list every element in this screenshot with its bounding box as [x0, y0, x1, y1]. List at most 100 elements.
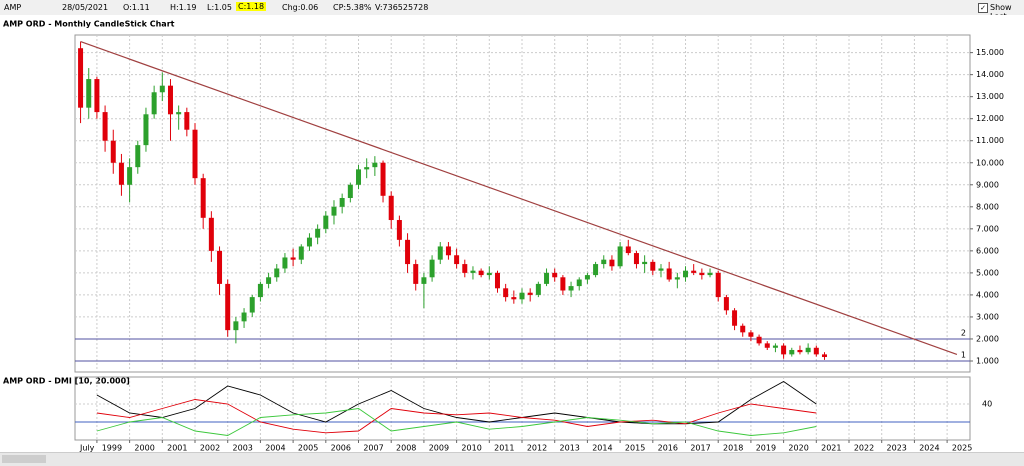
chart-title: AMP ORD - Monthly CandleStick Chart — [3, 20, 175, 29]
x-tick-label: 2021 — [821, 444, 841, 453]
candle-body — [560, 277, 566, 291]
candle-body — [118, 162, 124, 185]
x-tick-label: 2005 — [298, 444, 318, 453]
candle-body — [396, 220, 402, 240]
candle-body — [617, 246, 623, 267]
horizontal-line-label: 2 — [961, 328, 966, 337]
candle-body — [167, 85, 173, 115]
candle-body — [274, 268, 280, 278]
dmi-line — [96, 399, 817, 434]
candle-body — [658, 268, 664, 271]
show-last-checkbox[interactable]: ✓ — [978, 3, 988, 13]
candle-body — [593, 264, 599, 276]
x-tick-label: 2020 — [788, 444, 808, 453]
candle-body — [772, 345, 778, 348]
x-tick-label: 2006 — [331, 444, 351, 453]
candle-body — [339, 197, 345, 207]
candle-body — [691, 270, 697, 273]
candle-body — [797, 349, 803, 353]
y-tick-label: 3.000 — [976, 312, 999, 321]
candle-body — [584, 275, 590, 280]
x-tick-label: 2019 — [756, 444, 776, 453]
candle-body — [233, 321, 239, 331]
candle-body — [633, 253, 639, 265]
scrollbar[interactable] — [0, 452, 1024, 466]
candle-body — [503, 288, 509, 298]
scroll-thumb[interactable] — [2, 455, 46, 463]
candle-body — [813, 347, 819, 355]
x-tick-label: 2011 — [494, 444, 514, 453]
candle-body — [257, 283, 263, 298]
x-tick-label: 2003 — [233, 444, 253, 453]
candle-body — [86, 79, 92, 108]
candle-body — [315, 228, 321, 238]
candle-body — [494, 272, 500, 289]
candle-body — [110, 140, 116, 163]
candle-body — [805, 347, 811, 353]
background — [0, 15, 1024, 465]
candle-body — [421, 277, 427, 284]
open: O:1.11 — [123, 3, 150, 12]
x-tick-label: 2009 — [429, 444, 449, 453]
candle-body — [347, 184, 353, 198]
candle-body — [429, 259, 435, 278]
x-tick-label: 2018 — [723, 444, 743, 453]
y-tick-label: 5.000 — [976, 268, 999, 277]
candle-body — [781, 345, 787, 355]
candle-body — [127, 167, 133, 185]
candle-body — [282, 257, 288, 269]
candle-body — [576, 279, 582, 287]
y-tick-label: 11.000 — [976, 136, 1004, 145]
x-tick-label: 2015 — [625, 444, 645, 453]
y-tick-label: 6.000 — [976, 246, 999, 255]
x-tick-label: 1999 — [102, 444, 122, 453]
x-tick-label: 2024 — [919, 444, 939, 453]
candle-body — [143, 114, 149, 146]
candle-body — [699, 272, 705, 276]
x-tick-label: 2025 — [952, 444, 972, 453]
candle-body — [445, 246, 451, 256]
chart-area: AMP ORD - Monthly CandleStick Chart 1.000… — [0, 15, 1024, 465]
x-tick-label: 2010 — [461, 444, 481, 453]
candle-body — [519, 292, 525, 300]
indicator-title: AMP ORD - DMI [10, 20.000] — [3, 377, 130, 386]
candle-body — [225, 283, 231, 331]
y-tick-label: 14.000 — [976, 70, 1004, 79]
candle-body — [380, 162, 386, 196]
candle-body — [200, 178, 206, 218]
candle-body — [748, 332, 754, 337]
candle-body — [135, 145, 141, 168]
candle-body — [159, 85, 165, 93]
candle-body — [298, 246, 304, 260]
y-tick-label: 1.000 — [976, 356, 999, 365]
change-pct: CP:5.38% — [333, 3, 372, 12]
date: 28/05/2021 — [62, 3, 109, 12]
dmi-line — [96, 380, 817, 425]
x-start-label: July — [79, 444, 95, 453]
candle-body — [821, 354, 827, 358]
candle-body — [642, 261, 648, 265]
candle-body — [789, 349, 795, 355]
y-tick-label: 2.000 — [976, 334, 999, 343]
candle-body — [437, 246, 443, 260]
candle-body — [511, 297, 517, 300]
candle-body — [94, 79, 100, 113]
low: L:1.05 — [207, 3, 232, 12]
candle-body — [470, 270, 476, 273]
candle-body — [650, 261, 656, 271]
candle-body — [364, 167, 370, 170]
trendline — [80, 41, 958, 355]
candle-body — [535, 283, 541, 295]
dmi-line — [96, 408, 817, 436]
y-tick-label: 13.000 — [976, 92, 1004, 101]
candle-body — [249, 297, 255, 313]
candle-body — [568, 286, 574, 291]
x-tick-label: 2001 — [167, 444, 187, 453]
candle-body — [715, 272, 721, 298]
candle-body — [609, 259, 615, 267]
candle-body — [176, 112, 182, 115]
change: Chg:0.06 — [282, 3, 319, 12]
candle-body — [208, 217, 214, 251]
candle-body — [184, 112, 190, 130]
